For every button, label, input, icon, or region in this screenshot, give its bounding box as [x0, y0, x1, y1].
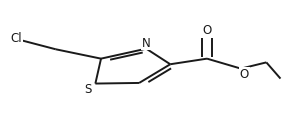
Text: N: N — [142, 37, 151, 50]
Text: O: O — [240, 68, 249, 81]
Text: S: S — [85, 83, 92, 96]
Text: O: O — [202, 24, 212, 37]
Text: Cl: Cl — [11, 32, 22, 45]
